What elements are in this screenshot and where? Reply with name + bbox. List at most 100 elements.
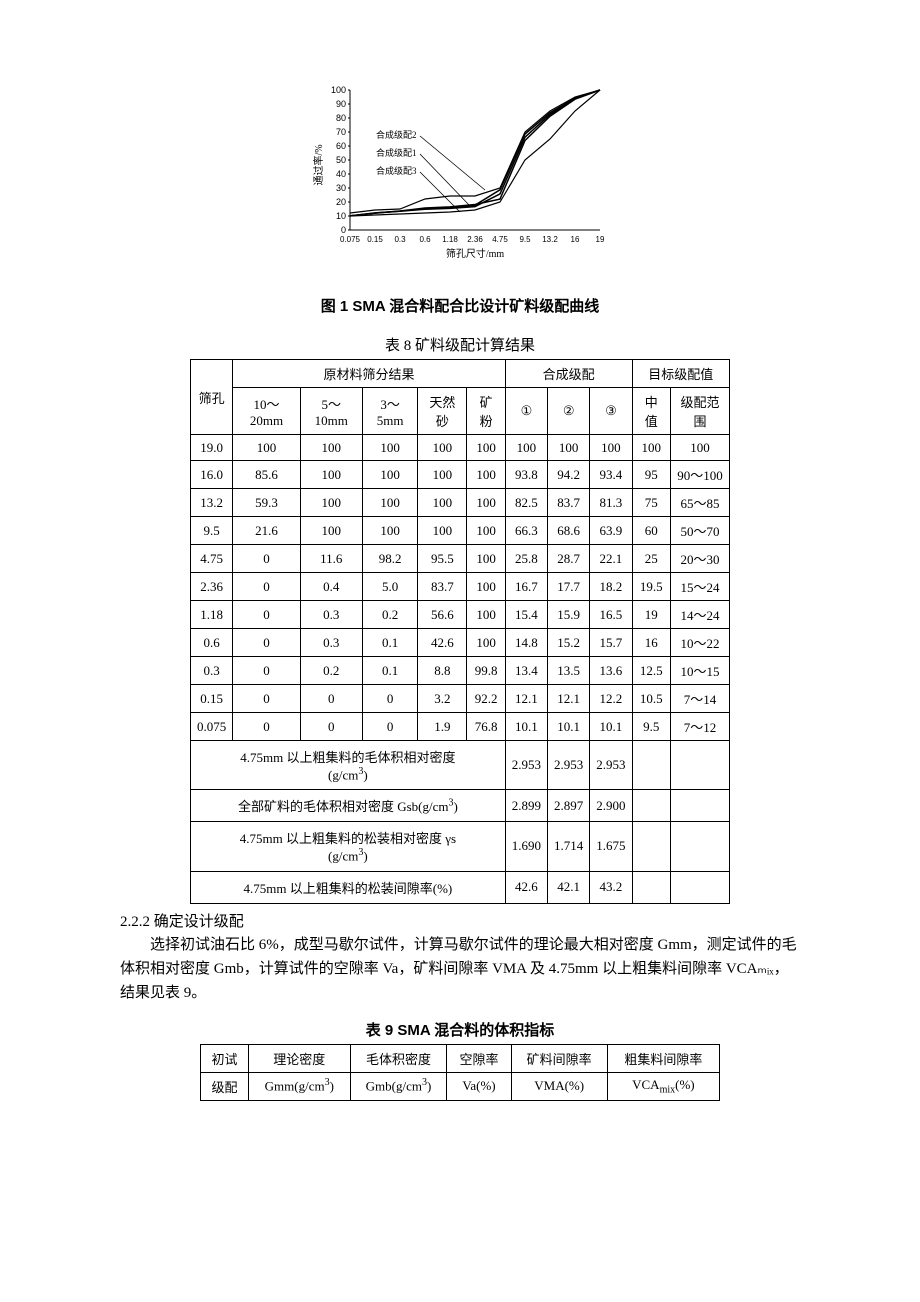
table-cell: 100	[467, 435, 505, 461]
table-cell: 15.9	[548, 601, 590, 629]
table-cell: 13.6	[590, 657, 632, 685]
table-cell: 15.4	[505, 601, 547, 629]
table-cell: 100	[467, 573, 505, 601]
table-cell: 13.4	[505, 657, 547, 685]
table-cell: 10～15	[670, 657, 729, 685]
table-cell: 94.2	[548, 461, 590, 489]
table-cell: 1.9	[418, 713, 467, 741]
table-row: 4.75011.698.295.510025.828.722.12520～30	[191, 545, 730, 573]
t8-col-mid: 中值	[632, 388, 670, 435]
table-cell: 92.2	[467, 685, 505, 713]
svg-text:10: 10	[336, 211, 346, 221]
svg-text:20: 20	[336, 197, 346, 207]
table-cell: 100	[418, 489, 467, 517]
table-cell: 100	[300, 435, 362, 461]
table-cell: 0.15	[191, 685, 233, 713]
table-cell: 95.5	[418, 545, 467, 573]
table-cell: 0	[233, 601, 300, 629]
table-cell: 13.2	[191, 489, 233, 517]
svg-text:2.36: 2.36	[467, 235, 483, 244]
t8-col-mat1: 5～10mm	[300, 388, 362, 435]
table-cell: 0.3	[191, 657, 233, 685]
table-cell: 16.0	[191, 461, 233, 489]
table-row: 0.300.20.18.899.813.413.513.612.510～15	[191, 657, 730, 685]
t8-f1-v3: 2.900	[590, 790, 632, 822]
table-cell: 83.7	[548, 489, 590, 517]
table-cell: 0	[300, 713, 362, 741]
t8-f3-v3: 43.2	[590, 871, 632, 903]
svg-text:16: 16	[571, 235, 580, 244]
table-cell: 0.1	[362, 657, 418, 685]
table-cell: 16.5	[590, 601, 632, 629]
table-cell: 68.6	[548, 517, 590, 545]
table-row: 0.0750001.976.810.110.110.19.57～12	[191, 713, 730, 741]
t8-f3-v1: 42.6	[505, 871, 547, 903]
table-cell: 12.2	[590, 685, 632, 713]
table-cell: 22.1	[590, 545, 632, 573]
svg-text:30: 30	[336, 183, 346, 193]
table-cell: 14～24	[670, 601, 729, 629]
t8-hdr-materials: 原材料筛分结果	[233, 360, 506, 388]
table-cell: 15.7	[590, 629, 632, 657]
table-row: 2.3600.45.083.710016.717.718.219.515～24	[191, 573, 730, 601]
table-cell: 93.4	[590, 461, 632, 489]
table8: 筛孔 原材料筛分结果 合成级配 目标级配值 10～20mm 5～10mm 3～5…	[190, 359, 730, 904]
t8-f2-v3: 1.675	[590, 822, 632, 871]
table-cell: 95	[632, 461, 670, 489]
table-cell: 100	[362, 489, 418, 517]
table-cell: 10.5	[632, 685, 670, 713]
table-cell: 0.3	[300, 601, 362, 629]
t8-f2-label: 4.75mm 以上粗集料的松装相对密度 γs(g/cm3)	[191, 822, 506, 871]
table-cell: 42.6	[418, 629, 467, 657]
x-axis-label: 筛孔尺寸/mm	[446, 247, 505, 260]
table-cell: 0	[233, 657, 300, 685]
table-cell: 19	[632, 601, 670, 629]
table-cell: 56.6	[418, 601, 467, 629]
table-cell: 25	[632, 545, 670, 573]
table-cell: 93.8	[505, 461, 547, 489]
table-cell: 100	[467, 545, 505, 573]
t8-col-mat4: 矿粉	[467, 388, 505, 435]
svg-text:50: 50	[336, 155, 346, 165]
t9-h1-l2: Gmm(g/cm3)	[249, 1072, 350, 1100]
t8-col-sieve: 筛孔	[191, 360, 233, 435]
table-cell: 19.0	[191, 435, 233, 461]
svg-text:13.2: 13.2	[542, 235, 558, 244]
chart-svg: 0 10 20 30 40 50 60 70 80 90 100 0.075 0…	[310, 80, 610, 270]
svg-text:60: 60	[336, 141, 346, 151]
table-row: 0.600.30.142.610014.815.215.71610～22	[191, 629, 730, 657]
table-cell: 100	[467, 629, 505, 657]
table-cell: 63.9	[590, 517, 632, 545]
table-cell: 21.6	[233, 517, 300, 545]
table-cell: 25.8	[505, 545, 547, 573]
svg-text:100: 100	[331, 85, 346, 95]
table-cell: 5.0	[362, 573, 418, 601]
table-cell: 100	[467, 489, 505, 517]
t8-col-range: 级配范围	[670, 388, 729, 435]
t8-col-mat0: 10～20mm	[233, 388, 300, 435]
t8-f0-v2: 2.953	[548, 741, 590, 790]
svg-text:19: 19	[596, 235, 605, 244]
svg-text:0: 0	[341, 225, 346, 235]
t8-f2-v1: 1.690	[505, 822, 547, 871]
svg-text:90: 90	[336, 99, 346, 109]
table-cell: 100	[233, 435, 300, 461]
series-label-3: 合成级配3	[376, 165, 417, 176]
t9-h3-l2: Va(%)	[447, 1072, 511, 1100]
table-cell: 59.3	[233, 489, 300, 517]
table-cell: 100	[418, 461, 467, 489]
svg-text:0.3: 0.3	[394, 235, 406, 244]
y-axis-label: 通过率/%	[312, 144, 325, 185]
table-cell: 4.75	[191, 545, 233, 573]
table-cell: 7～12	[670, 713, 729, 741]
table-cell: 0.3	[300, 629, 362, 657]
table-cell: 100	[632, 435, 670, 461]
t9-h2-l2: Gmb(g/cm3)	[350, 1072, 447, 1100]
table-row: 13.259.310010010010082.583.781.37565～85	[191, 489, 730, 517]
table-cell: 12.5	[632, 657, 670, 685]
table-cell: 0.6	[191, 629, 233, 657]
t9-h2-l1: 毛体积密度	[350, 1044, 447, 1072]
table-cell: 0	[233, 573, 300, 601]
table-row: 16.085.610010010010093.894.293.49590～100	[191, 461, 730, 489]
table-cell: 15～24	[670, 573, 729, 601]
